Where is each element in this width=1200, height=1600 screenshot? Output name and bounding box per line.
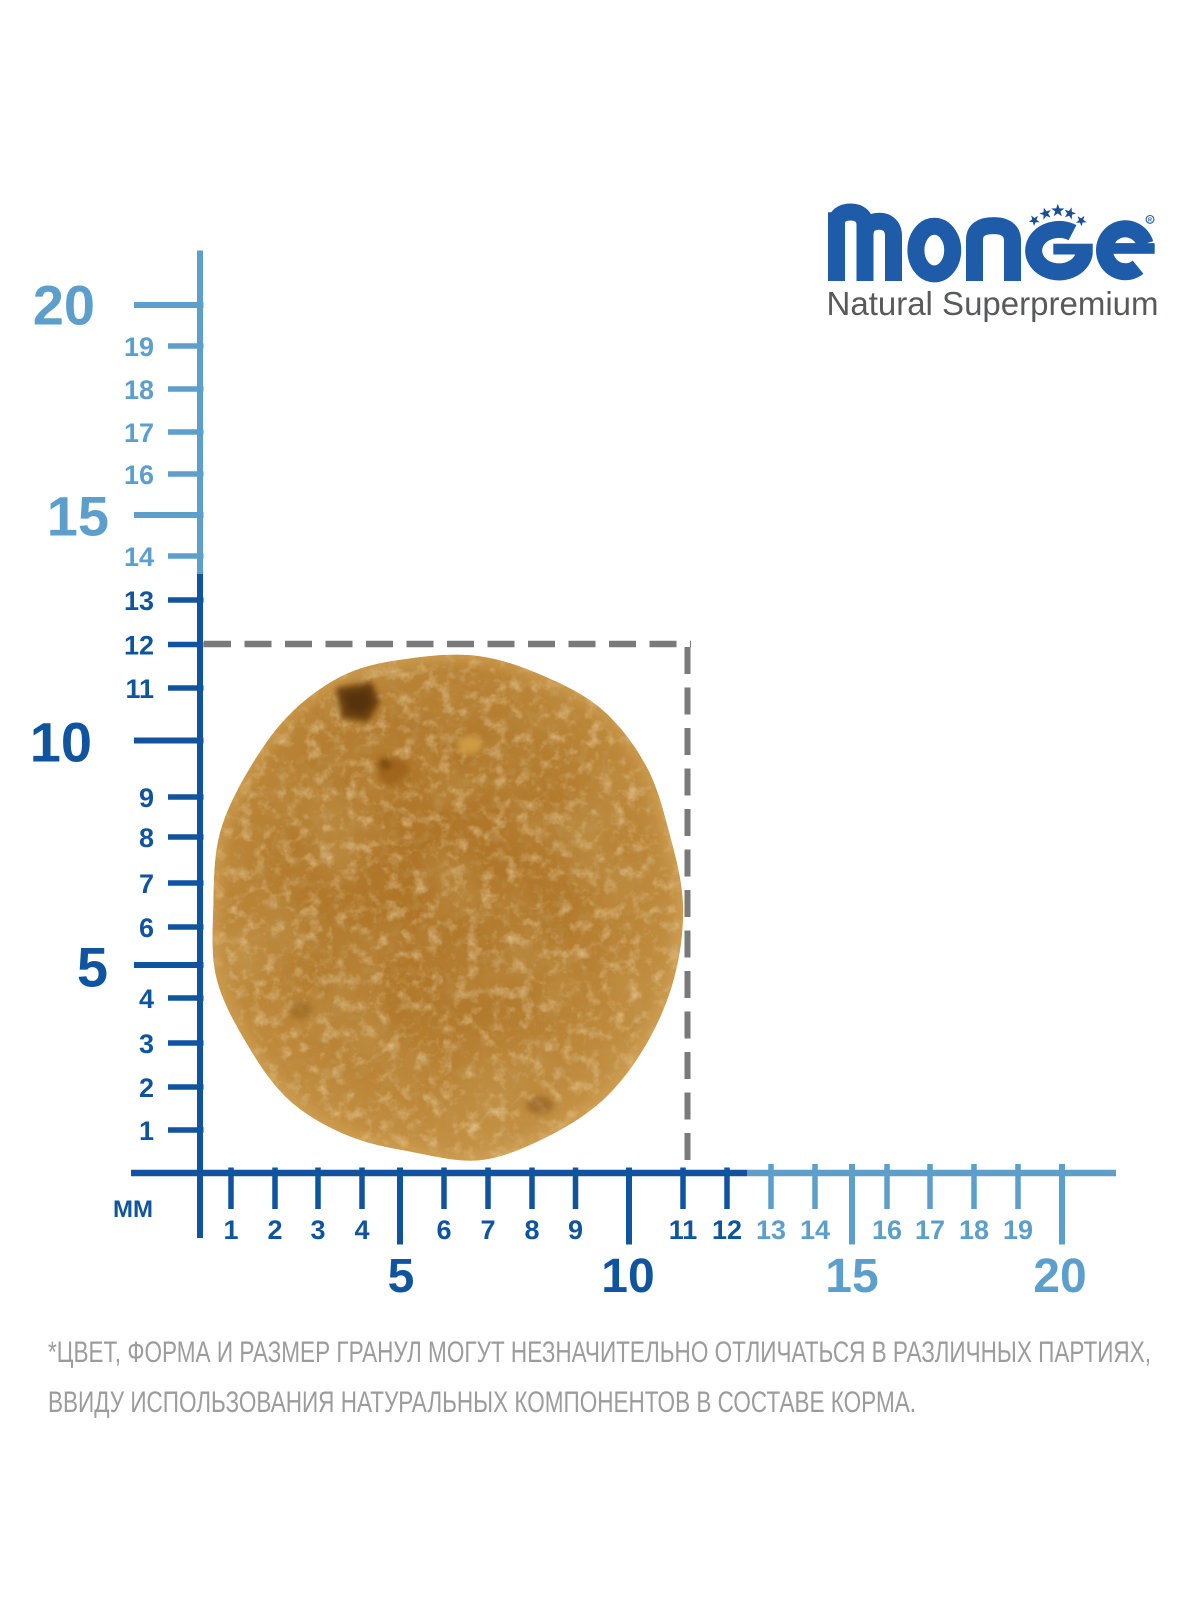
svg-text:3: 3: [139, 1029, 154, 1059]
svg-text:15: 15: [825, 1250, 878, 1303]
svg-text:10: 10: [30, 711, 92, 774]
svg-text:17: 17: [124, 418, 154, 448]
svg-text:5: 5: [77, 936, 108, 999]
svg-text:14: 14: [124, 542, 154, 572]
svg-text:18: 18: [124, 375, 154, 405]
svg-text:12: 12: [712, 1215, 742, 1245]
svg-text:8: 8: [139, 823, 154, 853]
svg-text:9: 9: [139, 783, 154, 813]
svg-text:18: 18: [959, 1215, 989, 1245]
svg-text:Natural Superpremium: Natural Superpremium: [827, 286, 1159, 323]
svg-text:17: 17: [915, 1215, 945, 1245]
svg-text:15: 15: [47, 485, 109, 548]
svg-text:7: 7: [480, 1215, 495, 1245]
svg-text:20: 20: [33, 274, 95, 337]
svg-text:9: 9: [568, 1215, 583, 1245]
svg-text:2: 2: [139, 1073, 154, 1103]
svg-text:3: 3: [310, 1215, 325, 1245]
svg-text:10: 10: [601, 1250, 654, 1303]
svg-text:R: R: [1148, 218, 1152, 224]
svg-text:13: 13: [124, 586, 154, 616]
svg-text:5: 5: [388, 1250, 415, 1303]
svg-text:4: 4: [139, 984, 154, 1014]
svg-text:13: 13: [756, 1215, 786, 1245]
svg-text:7: 7: [139, 869, 154, 899]
svg-text:6: 6: [139, 913, 154, 943]
svg-text:6: 6: [436, 1215, 451, 1245]
svg-text:MM: MM: [113, 1196, 153, 1223]
svg-text:2: 2: [267, 1215, 282, 1245]
svg-text:4: 4: [354, 1215, 369, 1245]
svg-text:11: 11: [125, 674, 154, 704]
svg-text:ВВИДУ ИСПОЛЬЗОВАНИЯ НАТУРАЛЬНЫ: ВВИДУ ИСПОЛЬЗОВАНИЯ НАТУРАЛЬНЫХ КОМПОНЕН…: [48, 1386, 916, 1419]
svg-text:*ЦВЕТ, ФОРМА И РАЗМЕР ГРАНУЛ М: *ЦВЕТ, ФОРМА И РАЗМЕР ГРАНУЛ МОГУТ НЕЗНА…: [48, 1336, 1151, 1369]
svg-text:19: 19: [1003, 1215, 1033, 1245]
svg-text:11: 11: [669, 1215, 698, 1245]
svg-text:19: 19: [124, 332, 154, 362]
svg-text:20: 20: [1033, 1250, 1086, 1303]
svg-text:16: 16: [124, 460, 154, 490]
svg-text:8: 8: [524, 1215, 539, 1245]
svg-text:12: 12: [124, 631, 154, 661]
svg-text:1: 1: [139, 1116, 154, 1146]
svg-text:1: 1: [223, 1215, 238, 1245]
svg-text:16: 16: [872, 1215, 902, 1245]
svg-text:14: 14: [800, 1215, 830, 1245]
